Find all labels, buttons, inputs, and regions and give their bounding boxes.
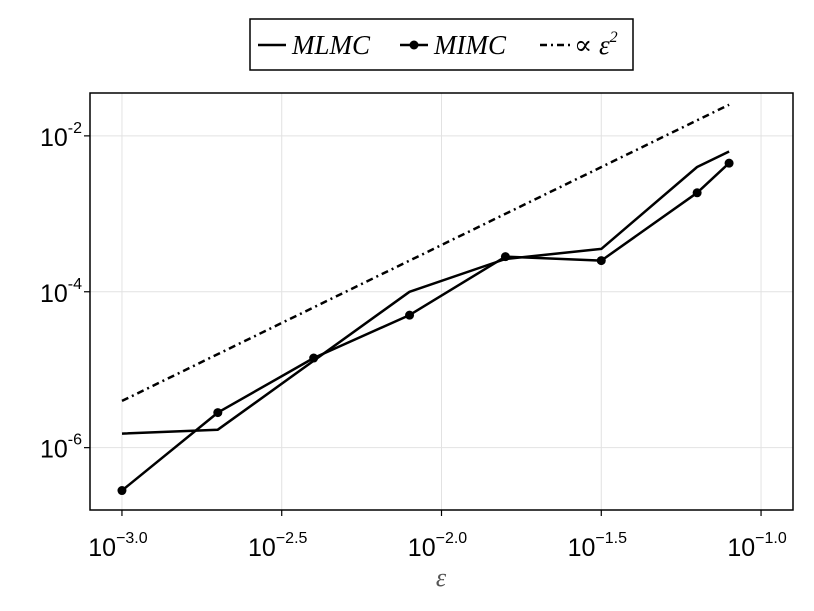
legend: MLMC MIMC ∝ ε2 bbox=[249, 18, 634, 71]
legend-label-mlmc: MLMC bbox=[291, 30, 371, 60]
x-tick-label-exp: −2.0 bbox=[436, 530, 468, 547]
data-point-mimc bbox=[213, 408, 223, 418]
legend-marker-mimc bbox=[409, 40, 419, 50]
legend-entry-mimc: MIMC bbox=[400, 30, 507, 60]
x-tick-label-base: 10 bbox=[248, 534, 276, 562]
x-tick-label: 10−2.5 bbox=[248, 530, 308, 562]
x-tick-label-base: 10 bbox=[88, 534, 116, 562]
x-tick-label: 10−3.0 bbox=[88, 530, 148, 562]
y-tick-label-exp: -6 bbox=[68, 432, 82, 449]
grid-horizontal bbox=[90, 135, 793, 449]
x-tick-label-exp: −1.0 bbox=[755, 530, 787, 547]
x-axis-ticks: 10−3.0 10−2.5 10−2.0 10−1.5 10−1.0 bbox=[88, 510, 787, 562]
x-tick-label-exp: −3.0 bbox=[116, 530, 148, 547]
data-point-mimc bbox=[596, 256, 606, 266]
x-tick-label: 10−1.5 bbox=[568, 530, 628, 562]
x-tick-label-exp: −1.5 bbox=[595, 530, 627, 547]
legend-label-proportional: ∝ ε2 bbox=[574, 29, 618, 60]
y-axis-ticks: 10-210-410-6 bbox=[40, 120, 90, 464]
x-tick-label-base: 10 bbox=[408, 534, 436, 562]
series-layer bbox=[117, 103, 734, 496]
legend-label-proportional-sup: 2 bbox=[610, 29, 618, 46]
y-tick-label-exp: -4 bbox=[68, 276, 82, 293]
data-point-mimc bbox=[724, 158, 734, 168]
y-tick-label: 10-2 bbox=[40, 120, 82, 152]
y-tick-label: 10-6 bbox=[40, 432, 82, 464]
series-line-mlmc bbox=[121, 150, 730, 435]
data-point-mimc bbox=[309, 353, 319, 363]
y-tick-label-base: 10 bbox=[40, 124, 68, 152]
data-point-mimc bbox=[405, 310, 415, 320]
data-point-mimc bbox=[692, 188, 702, 198]
legend-entry-mlmc: MLMC bbox=[258, 30, 371, 60]
data-point-mimc bbox=[117, 486, 127, 496]
x-axis-label: ε bbox=[436, 563, 447, 592]
grid-vertical bbox=[121, 93, 762, 510]
series-line-series-2 bbox=[121, 103, 730, 403]
x-tick-label: 10−1.0 bbox=[727, 530, 787, 562]
x-tick-label-base: 10 bbox=[568, 534, 596, 562]
x-tick-label-exp: −2.5 bbox=[276, 530, 308, 547]
x-tick-label: 10−2.0 bbox=[408, 530, 468, 562]
series-line-mimc bbox=[121, 162, 730, 492]
y-tick-label-exp: -2 bbox=[68, 120, 82, 137]
data-point-mimc bbox=[500, 252, 510, 262]
y-tick-label-base: 10 bbox=[40, 280, 68, 308]
legend-label-proportional-main: ∝ ε bbox=[574, 30, 610, 60]
x-tick-label-base: 10 bbox=[727, 534, 755, 562]
y-tick-label-base: 10 bbox=[40, 436, 68, 464]
legend-entry-proportional: ∝ ε2 bbox=[540, 29, 618, 60]
legend-label-mimc: MIMC bbox=[433, 30, 507, 60]
y-tick-label: 10-4 bbox=[40, 276, 82, 308]
